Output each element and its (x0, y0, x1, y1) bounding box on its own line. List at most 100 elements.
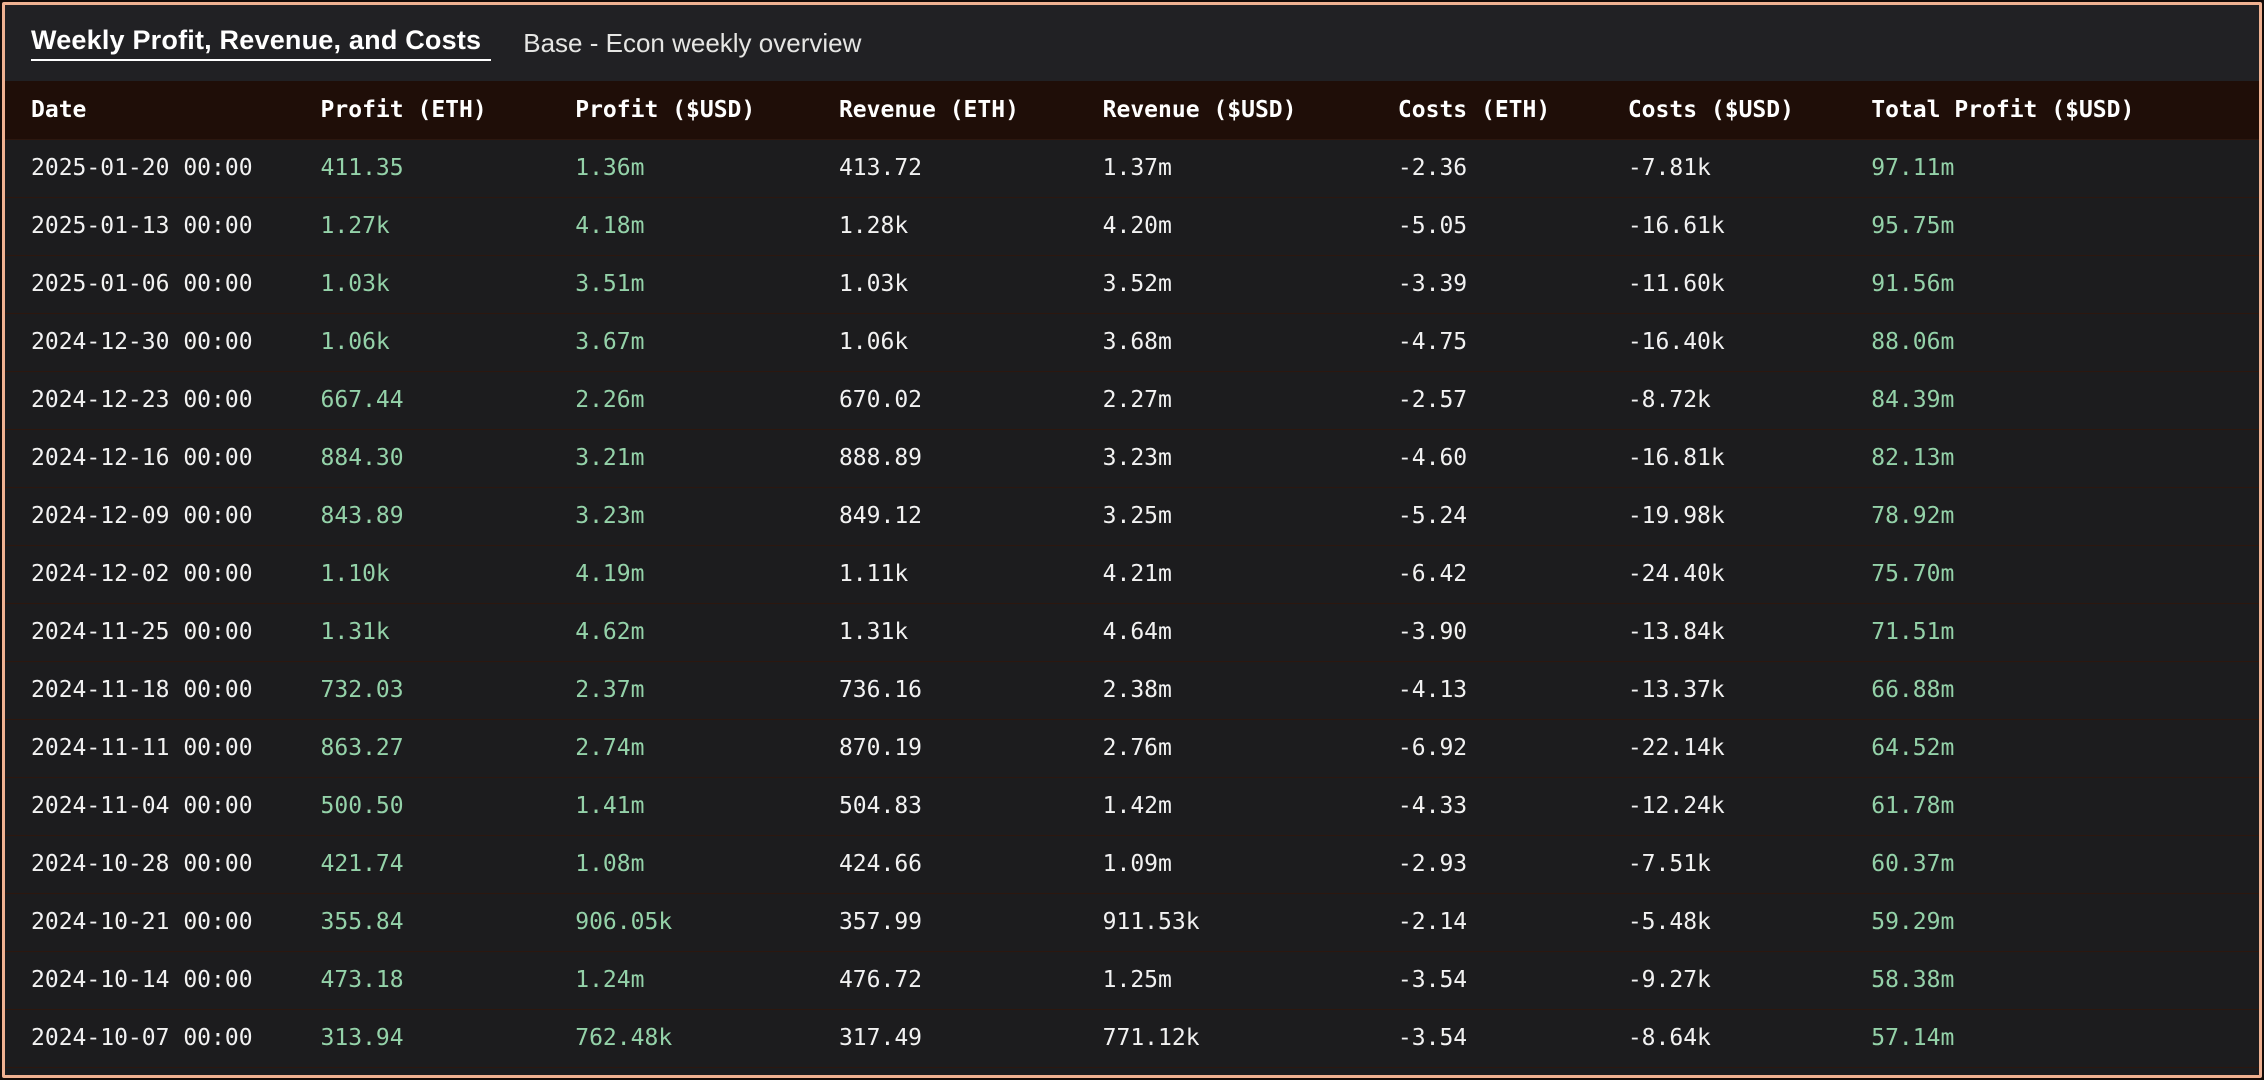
cell-date: 2025-01-20 00:00 (5, 138, 321, 197)
cell-profit-usd: 3.67m (575, 312, 839, 371)
cell-costs-eth: -2.14 (1397, 892, 1628, 951)
cell-costs-usd: -5.48k (1627, 892, 1872, 951)
table-row: 2024-12-09 00:00 843.89 3.23m 849.12 3.25m -5… (5, 486, 2259, 545)
cell-total-profit-usd: 78.92m (1871, 486, 2259, 545)
data-table: Date Profit (ETH) Profit ($USD) Revenue (ET… (5, 81, 2259, 1068)
cell-date: 2024-12-16 00:00 (5, 428, 321, 487)
column-header-profit-usd[interactable]: Profit ($USD) (575, 81, 839, 139)
cell-costs-usd: -22.14k (1627, 718, 1872, 777)
cell-revenue-eth: 1.03k (838, 254, 1103, 313)
column-header-revenue-usd[interactable]: Revenue ($USD) (1102, 81, 1398, 139)
cell-total-profit-usd: 57.14m (1871, 1008, 2259, 1068)
table-row: 2025-01-06 00:00 1.03k 3.51m 1.03k 3.52m -3.3… (5, 254, 2259, 313)
cell-revenue-eth: 849.12 (838, 486, 1103, 545)
cell-profit-eth: 473.18 (320, 950, 576, 1009)
cell-revenue-usd: 1.37m (1102, 138, 1398, 197)
cell-profit-usd: 906.05k (575, 892, 839, 951)
cell-date: 2025-01-06 00:00 (5, 254, 321, 313)
cell-revenue-usd: 4.20m (1102, 196, 1398, 255)
cell-revenue-usd: 3.52m (1102, 254, 1398, 313)
cell-revenue-usd: 4.64m (1102, 602, 1398, 661)
cell-date: 2024-11-04 00:00 (5, 776, 321, 835)
cell-date: 2024-12-23 00:00 (5, 370, 321, 429)
cell-profit-usd: 2.37m (575, 660, 839, 719)
cell-total-profit-usd: 64.52m (1871, 718, 2259, 777)
cell-revenue-eth: 504.83 (838, 776, 1103, 835)
cell-costs-usd: -13.37k (1627, 660, 1872, 719)
cell-revenue-usd: 911.53k (1102, 892, 1398, 951)
cell-costs-usd: -24.40k (1627, 544, 1872, 603)
cell-total-profit-usd: 84.39m (1871, 370, 2259, 429)
cell-costs-eth: -5.24 (1397, 486, 1628, 545)
cell-revenue-eth: 413.72 (838, 138, 1103, 197)
cell-revenue-eth: 670.02 (838, 370, 1103, 429)
column-header-total-profit-usd[interactable]: Total Profit ($USD) (1871, 81, 2259, 139)
cell-total-profit-usd: 75.70m (1871, 544, 2259, 603)
table-row: 2024-11-25 00:00 1.31k 4.62m 1.31k 4.64m -3.9… (5, 602, 2259, 661)
cell-costs-eth: -3.90 (1397, 602, 1628, 661)
cell-revenue-eth: 1.31k (838, 602, 1103, 661)
cell-date: 2024-10-21 00:00 (5, 892, 321, 951)
cell-profit-usd: 4.18m (575, 196, 839, 255)
cell-revenue-usd: 1.25m (1102, 950, 1398, 1009)
cell-revenue-usd: 3.68m (1102, 312, 1398, 371)
cell-total-profit-usd: 61.78m (1871, 776, 2259, 835)
table-row: 2024-12-02 00:00 1.10k 4.19m 1.11k 4.21m -6.4… (5, 544, 2259, 603)
cell-date: 2024-11-18 00:00 (5, 660, 321, 719)
column-header-revenue-eth[interactable]: Revenue (ETH) (838, 81, 1103, 139)
cell-costs-eth: -2.57 (1397, 370, 1628, 429)
column-header-costs-usd[interactable]: Costs ($USD) (1627, 81, 1872, 139)
column-header-date[interactable]: Date (5, 81, 321, 139)
cell-costs-usd: -16.40k (1627, 312, 1872, 371)
cell-costs-eth: -3.54 (1397, 950, 1628, 1009)
cell-profit-eth: 313.94 (320, 1008, 576, 1068)
cell-total-profit-usd: 82.13m (1871, 428, 2259, 487)
cell-profit-usd: 2.26m (575, 370, 839, 429)
cell-profit-eth: 411.35 (320, 138, 576, 197)
table-row: 2024-10-14 00:00 473.18 1.24m 476.72 1.25m -3… (5, 950, 2259, 1009)
cell-costs-eth: -4.33 (1397, 776, 1628, 835)
cell-costs-usd: -13.84k (1627, 602, 1872, 661)
table-row: 2024-11-04 00:00 500.50 1.41m 504.83 1.42m -4… (5, 776, 2259, 835)
cell-costs-usd: -8.72k (1627, 370, 1872, 429)
cell-revenue-eth: 357.99 (838, 892, 1103, 951)
cell-date: 2024-11-11 00:00 (5, 718, 321, 777)
cell-revenue-usd: 1.42m (1102, 776, 1398, 835)
cell-total-profit-usd: 66.88m (1871, 660, 2259, 719)
column-header-costs-eth[interactable]: Costs (ETH) (1397, 81, 1628, 139)
cell-profit-usd: 3.51m (575, 254, 839, 313)
cell-costs-eth: -3.54 (1397, 1008, 1628, 1068)
cell-profit-eth: 732.03 (320, 660, 576, 719)
cell-costs-eth: -3.39 (1397, 254, 1628, 313)
table-header-row: Date Profit (ETH) Profit ($USD) Revenue (ET… (5, 81, 2259, 139)
cell-profit-eth: 884.30 (320, 428, 576, 487)
table-row: 2024-10-28 00:00 421.74 1.08m 424.66 1.09m -2… (5, 834, 2259, 893)
cell-revenue-eth: 317.49 (838, 1008, 1103, 1068)
cell-profit-eth: 843.89 (320, 486, 576, 545)
cell-total-profit-usd: 88.06m (1871, 312, 2259, 371)
panel-title[interactable]: Weekly Profit, Revenue, and Costs (31, 25, 492, 61)
cell-costs-eth: -2.93 (1397, 834, 1628, 893)
cell-costs-eth: -4.13 (1397, 660, 1628, 719)
cell-costs-eth: -2.36 (1397, 138, 1628, 197)
cell-date: 2024-10-14 00:00 (5, 950, 321, 1009)
table-row: 2025-01-20 00:00 411.35 1.36m 413.72 1.37m -2… (5, 138, 2259, 197)
cell-profit-usd: 4.19m (575, 544, 839, 603)
cell-total-profit-usd: 91.56m (1871, 254, 2259, 313)
cell-costs-usd: -8.64k (1627, 1008, 1872, 1068)
table-row: 2024-12-16 00:00 884.30 3.21m 888.89 3.23m -4… (5, 428, 2259, 487)
cell-date: 2024-12-02 00:00 (5, 544, 321, 603)
cell-costs-usd: -16.81k (1627, 428, 1872, 487)
cell-revenue-usd: 771.12k (1102, 1008, 1398, 1068)
cell-profit-usd: 762.48k (575, 1008, 839, 1068)
cell-profit-eth: 863.27 (320, 718, 576, 777)
column-header-profit-eth[interactable]: Profit (ETH) (320, 81, 576, 139)
cell-profit-usd: 3.21m (575, 428, 839, 487)
cell-profit-eth: 667.44 (320, 370, 576, 429)
cell-date: 2024-10-28 00:00 (5, 834, 321, 893)
cell-costs-usd: -7.81k (1627, 138, 1872, 197)
cell-date: 2024-12-09 00:00 (5, 486, 321, 545)
cell-profit-usd: 1.41m (575, 776, 839, 835)
cell-profit-eth: 355.84 (320, 892, 576, 951)
cell-revenue-usd: 3.25m (1102, 486, 1398, 545)
